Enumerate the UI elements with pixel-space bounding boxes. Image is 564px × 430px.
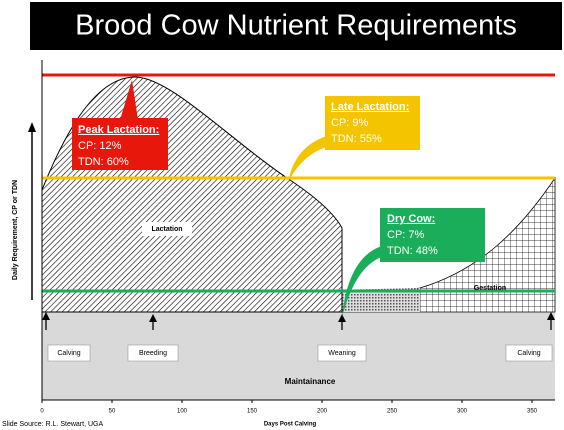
callout-heading: Peak Lactation: xyxy=(78,124,159,136)
region-label: Lactation xyxy=(151,226,182,233)
x-tick-label: 50 xyxy=(109,409,116,415)
x-tick-label: 300 xyxy=(457,409,468,415)
title-bar xyxy=(30,2,562,50)
source: Slide Source: R.L. Stewart, UGA xyxy=(2,421,103,428)
title: Brood Cow Nutrient Requirements xyxy=(75,10,517,42)
x-tick-label: 100 xyxy=(177,409,188,415)
x-tick-label: 250 xyxy=(387,409,398,415)
region-label: Maintainance xyxy=(285,377,336,386)
callout-box xyxy=(325,96,420,150)
x-tick-label: 350 xyxy=(527,409,538,415)
callout-box xyxy=(72,118,168,170)
y-arrow-head xyxy=(28,122,36,132)
callout-line: TDN: 48% xyxy=(387,245,438,257)
event-label: Breeding xyxy=(139,350,167,357)
label-bg xyxy=(142,222,192,236)
callout-heading: Late Lactation: xyxy=(331,101,409,113)
event-label: Calving xyxy=(517,350,540,357)
x-axis-label: Days Post Calving xyxy=(264,422,317,428)
region-label: Gestation xyxy=(474,285,506,292)
callout-line: CP: 7% xyxy=(387,229,425,241)
callout-line: TDN: 55% xyxy=(331,133,382,145)
maintenance-region xyxy=(42,312,555,400)
x-tick-label: 200 xyxy=(317,409,328,415)
x-tick-label: 150 xyxy=(247,409,258,415)
callout-pointer xyxy=(288,135,335,182)
callout-pointer xyxy=(120,80,138,120)
event-label: Calving xyxy=(57,350,80,357)
lactation-region xyxy=(41,76,343,313)
callout-line: CP: 12% xyxy=(78,140,122,152)
dry-cow-region xyxy=(330,288,420,312)
callout-heading: Dry Cow: xyxy=(387,213,435,225)
event-labels: Calving Breeding Weaning Calving xyxy=(47,344,553,362)
event-label: Weaning xyxy=(328,350,356,357)
x-tick-label: 0 xyxy=(40,409,44,415)
y-axis-label: Daily Requirement, CP or TDN xyxy=(12,180,19,280)
callout-line: TDN: 60% xyxy=(78,156,129,168)
callout-box xyxy=(380,208,485,262)
callout-line: CP: 9% xyxy=(331,117,369,129)
